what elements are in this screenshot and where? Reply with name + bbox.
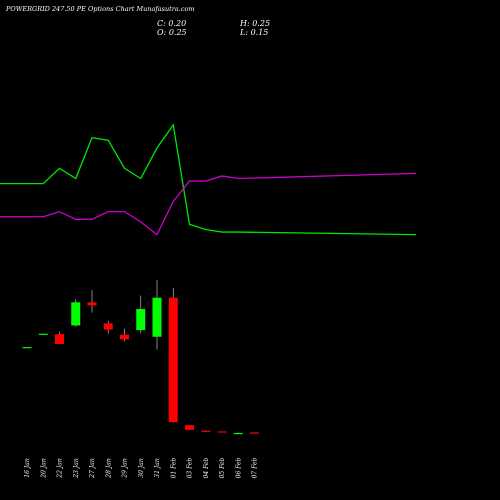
candle-body — [168, 297, 178, 423]
x-tick-label: 04 Feb — [203, 457, 210, 478]
x-tick-label: 31 Jan — [154, 458, 161, 478]
x-tick-label: 23 Jan — [73, 458, 80, 479]
open-label: O: — [157, 28, 167, 37]
candle-body — [250, 432, 259, 434]
x-tick-label: 16 Jan — [24, 458, 31, 478]
candle — [217, 431, 227, 433]
candle-body — [38, 333, 48, 335]
candle — [152, 280, 162, 350]
x-tick-label: 30 Jan — [138, 458, 145, 478]
candle-body — [22, 347, 32, 349]
candle-body — [233, 432, 243, 435]
x-tick-label: 22 Jan — [57, 458, 64, 479]
high-value: 0.25 — [252, 19, 271, 28]
candle — [103, 320, 113, 334]
candle — [136, 295, 146, 334]
candles — [22, 280, 259, 435]
candle — [38, 333, 48, 335]
candle-body — [71, 302, 81, 326]
open-value: 0.25 — [168, 28, 187, 37]
candle-body — [201, 430, 211, 432]
x-axis-labels: 16 Jan 20 Jan 22 Jan 23 Jan 27 Jan 28 Jan 29 J… — [24, 457, 259, 478]
x-tick-label: 03 Feb — [187, 457, 194, 478]
candle — [120, 328, 129, 342]
indicator-lines — [0, 123, 417, 236]
indicator-line-1 — [0, 123, 417, 236]
x-tick-label: 07 Feb — [252, 457, 259, 478]
candle-body — [152, 297, 162, 337]
chart-title: POWERGRID 247.50 PE Options Chart Munafa… — [6, 5, 195, 13]
low-label: L: — [240, 28, 249, 37]
candle-body — [103, 323, 113, 330]
candle-body — [120, 334, 129, 340]
candle-body — [185, 425, 194, 430]
candle — [55, 331, 64, 344]
candle — [87, 289, 97, 313]
candle — [22, 347, 32, 349]
candle — [168, 287, 178, 423]
close-label: C: — [157, 19, 166, 28]
candle — [250, 432, 259, 434]
x-tick-label: 29 Jan — [122, 458, 129, 479]
high-readout: H: 0.25 — [240, 19, 270, 28]
x-tick-label: 05 Feb — [219, 457, 226, 478]
candle-body — [136, 309, 146, 331]
candle — [233, 432, 243, 435]
candle-body — [217, 431, 227, 433]
candle-body — [87, 302, 97, 306]
close-readout: C: 0.20 — [157, 19, 186, 28]
indicator-line-2 — [0, 172, 417, 236]
x-tick-label: 27 Jan — [89, 458, 96, 479]
x-tick-label: 01 Feb — [170, 457, 177, 478]
candle-body — [55, 334, 64, 344]
x-tick-label: 28 Jan — [105, 458, 112, 479]
close-value: 0.20 — [168, 19, 187, 28]
candle — [185, 425, 194, 430]
low-readout: L: 0.15 — [240, 28, 268, 37]
x-tick-label: 06 Feb — [235, 457, 242, 478]
candle — [201, 430, 211, 432]
high-label: H: — [240, 19, 250, 28]
open-readout: O: 0.25 — [157, 28, 187, 37]
low-value: 0.15 — [250, 28, 269, 37]
x-tick-label: 20 Jan — [40, 458, 47, 479]
candle — [71, 299, 81, 327]
